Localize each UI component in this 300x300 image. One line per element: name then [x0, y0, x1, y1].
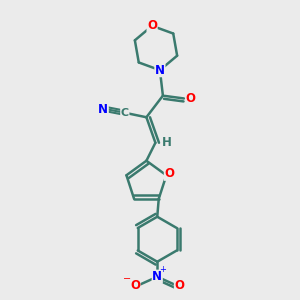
Text: +: + [159, 265, 166, 274]
Text: N: N [152, 270, 162, 283]
Text: N: N [155, 64, 165, 77]
Text: O: O [130, 279, 140, 292]
Text: N: N [98, 103, 108, 116]
Text: O: O [175, 279, 184, 292]
Text: O: O [147, 19, 157, 32]
Text: C: C [121, 108, 129, 118]
Text: −: − [123, 274, 131, 284]
Text: O: O [164, 167, 174, 180]
Text: O: O [186, 92, 196, 105]
Text: H: H [162, 136, 172, 149]
